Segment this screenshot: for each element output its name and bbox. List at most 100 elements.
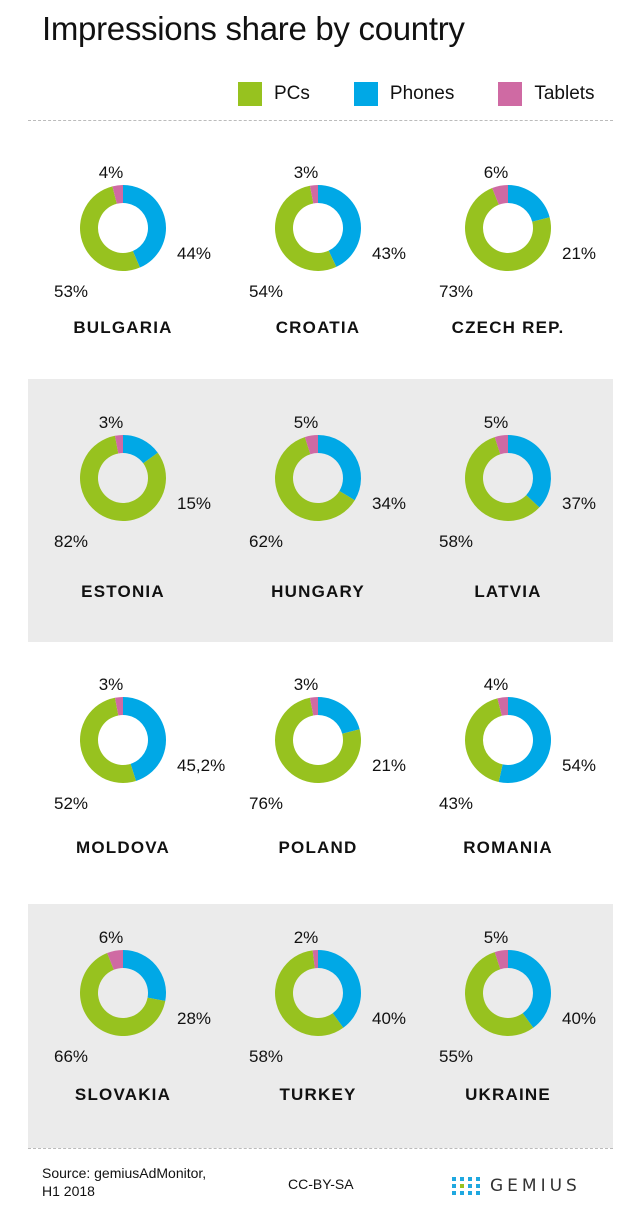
slice-phones xyxy=(123,697,166,781)
country-name: TURKEY xyxy=(279,1085,356,1104)
label-pcs: 58% xyxy=(439,532,473,551)
slice-pcs xyxy=(465,698,503,782)
source-line: H1 2018 xyxy=(42,1183,95,1199)
slice-pcs xyxy=(275,950,344,1036)
slice-tablets xyxy=(114,697,123,716)
source-line: Source: gemiusAdMonitor, xyxy=(42,1165,207,1181)
country-name: POLAND xyxy=(279,838,358,857)
country-name: CROATIA xyxy=(276,318,361,337)
slice-pcs xyxy=(79,697,137,784)
label-pcs: 54% xyxy=(249,282,283,301)
legend-label: Phones xyxy=(389,83,455,104)
legend-swatch-pcs xyxy=(238,82,262,106)
slice-phones xyxy=(318,435,361,501)
label-pcs: 66% xyxy=(54,1047,88,1066)
label-phones: 37% xyxy=(562,494,596,513)
label-phones: 54% xyxy=(562,756,596,775)
label-pcs: 82% xyxy=(54,532,88,551)
label-tablets: 3% xyxy=(99,413,124,432)
label-tablets: 6% xyxy=(484,163,509,182)
slice-tablets xyxy=(497,697,508,716)
gemius-logo: GEMIUS xyxy=(452,1176,581,1196)
slice-phones xyxy=(318,697,360,734)
slice-pcs xyxy=(80,953,166,1036)
country-name: CZECH REP. xyxy=(452,318,565,337)
slice-phones xyxy=(318,185,361,267)
slice-tablets xyxy=(107,950,123,970)
label-pcs: 76% xyxy=(249,794,283,813)
slice-tablets xyxy=(309,185,318,204)
slice-tablets xyxy=(114,435,123,454)
slice-tablets xyxy=(309,697,318,716)
slice-tablets xyxy=(304,435,318,455)
legend-label: Tablets xyxy=(534,83,595,104)
legend-swatch-tablets xyxy=(498,82,523,106)
slice-pcs xyxy=(274,697,361,784)
legend-item-phones: Phones xyxy=(353,82,455,106)
label-phones: 21% xyxy=(562,244,596,263)
country-name: SLOVAKIA xyxy=(75,1085,171,1104)
country-name: BULGARIA xyxy=(73,318,172,337)
legend: PCs Phones Tablets xyxy=(238,82,595,106)
slice-tablets xyxy=(494,950,508,970)
label-tablets: 3% xyxy=(99,675,124,694)
slice-phones xyxy=(508,950,551,1028)
label-phones: 44% xyxy=(177,244,211,263)
slice-tablets xyxy=(112,185,123,204)
label-tablets: 5% xyxy=(484,928,509,947)
label-pcs: 53% xyxy=(54,282,88,301)
label-pcs: 73% xyxy=(439,282,473,301)
legend-label: PCs xyxy=(274,83,310,104)
label-phones: 28% xyxy=(177,1009,211,1028)
source-note: Source: gemiusAdMonitor, H1 2018 xyxy=(42,1164,206,1200)
slice-tablets xyxy=(492,185,508,205)
label-phones: 40% xyxy=(372,1009,406,1028)
country-name: ESTONIA xyxy=(81,582,165,601)
label-phones: 43% xyxy=(372,244,406,263)
label-pcs: 55% xyxy=(439,1047,473,1066)
country-name: ROMANIA xyxy=(463,838,553,857)
label-tablets: 4% xyxy=(484,675,509,694)
slice-phones xyxy=(123,434,158,464)
label-tablets: 2% xyxy=(294,928,319,947)
label-tablets: 3% xyxy=(294,163,319,182)
label-tablets: 6% xyxy=(99,928,124,947)
label-phones: 34% xyxy=(372,494,406,513)
country-name: HUNGARY xyxy=(271,582,365,601)
slice-phones xyxy=(508,185,550,222)
slice-phones xyxy=(123,950,166,1002)
label-phones: 21% xyxy=(372,756,406,775)
slice-tablets xyxy=(494,435,508,455)
divider xyxy=(28,1148,613,1149)
slice-pcs xyxy=(79,186,140,271)
label-pcs: 58% xyxy=(249,1047,283,1066)
slice-pcs xyxy=(80,435,167,522)
label-tablets: 5% xyxy=(294,413,319,432)
label-phones: 15% xyxy=(177,494,211,513)
logo-dots-icon xyxy=(452,1177,480,1195)
legend-item-pcs: PCs xyxy=(238,82,310,106)
label-pcs: 62% xyxy=(249,532,283,551)
slice-pcs xyxy=(274,185,337,271)
label-tablets: 5% xyxy=(484,413,509,432)
slice-phones xyxy=(318,950,362,1028)
legend-item-tablets: Tablets xyxy=(498,82,595,106)
label-phones: 45,2% xyxy=(177,756,225,775)
country-name: UKRAINE xyxy=(465,1085,551,1104)
label-tablets: 3% xyxy=(294,675,319,694)
label-phones: 40% xyxy=(562,1009,596,1028)
slice-phones xyxy=(508,435,551,508)
slice-pcs xyxy=(465,952,534,1036)
slice-tablets xyxy=(312,950,318,969)
slice-pcs xyxy=(464,437,540,522)
slice-pcs xyxy=(464,188,551,271)
country-name: LATVIA xyxy=(474,582,541,601)
chart-title: Impressions share by country xyxy=(42,10,465,47)
license: CC-BY-SA xyxy=(288,1176,354,1192)
label-tablets: 4% xyxy=(99,163,124,182)
label-pcs: 52% xyxy=(54,794,88,813)
country-name: MOLDOVA xyxy=(76,838,170,857)
label-pcs: 43% xyxy=(439,794,473,813)
divider xyxy=(28,120,613,121)
